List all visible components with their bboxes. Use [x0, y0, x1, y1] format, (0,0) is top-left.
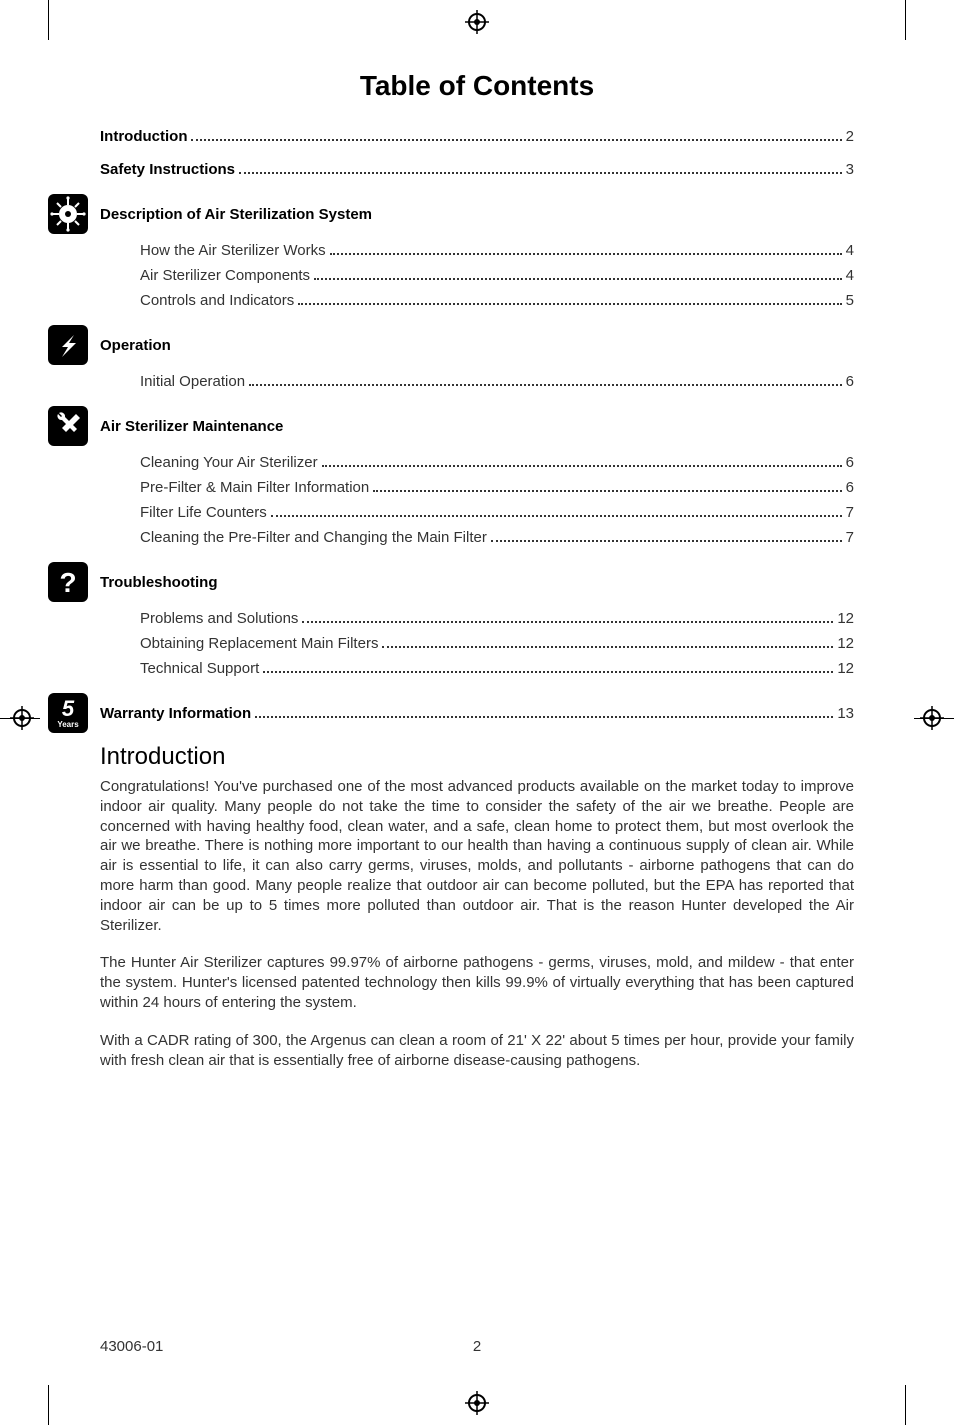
toc-leader-dots [255, 704, 833, 718]
germ-icon [46, 192, 90, 236]
page-title: Table of Contents [100, 70, 854, 102]
toc-leader-dots [271, 504, 842, 518]
toc-leader-dots [249, 373, 842, 387]
table-of-contents: Introduction 2 Safety Instructions 3 Des… [100, 126, 854, 735]
toc-leader-dots [382, 635, 833, 649]
toc-heading-maintenance: Air Sterilizer Maintenance [100, 416, 283, 437]
toc-entry: Cleaning the Pre-Filter and Changing the… [140, 527, 487, 548]
crop-mark [48, 1385, 49, 1425]
toc-heading-operation: Operation [100, 335, 171, 356]
toc-entry-warranty: Warranty Information [100, 703, 251, 724]
toc-page-number: 13 [837, 703, 854, 724]
toc-leader-dots [373, 479, 841, 493]
toc-heading-troubleshooting: Troubleshooting [100, 572, 218, 593]
toc-entry: Filter Life Counters [140, 502, 267, 523]
toc-leader-dots [330, 242, 842, 256]
toc-entry: Air Sterilizer Components [140, 265, 310, 286]
page-number: 2 [351, 1338, 602, 1355]
page-footer: 43006-01 2 [100, 1338, 854, 1355]
toc-entry: Problems and Solutions [140, 608, 298, 629]
crop-mark [905, 0, 906, 40]
svg-text:?: ? [59, 567, 76, 598]
introduction-paragraph-2: The Hunter Air Sterilizer captures 99.97… [100, 953, 854, 1012]
toc-leader-dots [298, 292, 841, 306]
toc-leader-dots [302, 610, 833, 624]
toc-entry: Obtaining Replacement Main Filters [140, 633, 378, 654]
toc-entry: Cleaning Your Air Sterilizer [140, 452, 318, 473]
toc-page-number: 4 [846, 240, 854, 261]
introduction-heading: Introduction [100, 743, 854, 771]
toc-page-number: 12 [837, 608, 854, 629]
toc-entry: How the Air Sterilizer Works [140, 240, 326, 261]
registration-mark-icon [10, 706, 34, 730]
svg-text:Years: Years [57, 720, 79, 729]
toc-page-number: 5 [846, 290, 854, 311]
toc-page-number: 2 [846, 126, 854, 147]
toc-entry: Pre-Filter & Main Filter Information [140, 477, 369, 498]
warranty-5years-icon: 5Years [46, 691, 90, 735]
toc-entry-introduction: Introduction [100, 126, 187, 147]
toc-page-number: 12 [837, 633, 854, 654]
toc-heading-description: Description of Air Sterilization System [100, 204, 372, 225]
registration-mark-icon [920, 706, 944, 730]
tools-icon [46, 404, 90, 448]
question-icon: ? [46, 560, 90, 604]
toc-leader-dots [491, 529, 842, 543]
toc-leader-dots [322, 454, 842, 468]
toc-entry: Controls and Indicators [140, 290, 294, 311]
toc-leader-dots [191, 128, 841, 142]
toc-page-number: 7 [846, 527, 854, 548]
registration-mark-icon [465, 1391, 489, 1415]
toc-page-number: 12 [837, 658, 854, 679]
power-icon [46, 323, 90, 367]
document-number: 43006-01 [100, 1338, 351, 1355]
toc-entry: Initial Operation [140, 371, 245, 392]
toc-page-number: 6 [846, 477, 854, 498]
toc-entry-safety: Safety Instructions [100, 159, 235, 180]
crop-mark [905, 1385, 906, 1425]
toc-leader-dots [239, 161, 842, 175]
introduction-paragraph-1: Congratulations! You've purchased one of… [100, 777, 854, 935]
toc-page-number: 6 [846, 452, 854, 473]
registration-mark-icon [465, 10, 489, 34]
toc-page-number: 4 [846, 265, 854, 286]
toc-leader-dots [263, 660, 833, 674]
toc-page-number: 7 [846, 502, 854, 523]
toc-entry: Technical Support [140, 658, 259, 679]
toc-page-number: 3 [846, 159, 854, 180]
toc-leader-dots [314, 267, 842, 281]
introduction-paragraph-3: With a CADR rating of 300, the Argenus c… [100, 1031, 854, 1071]
crop-mark [48, 0, 49, 40]
svg-text:5: 5 [62, 696, 75, 721]
toc-page-number: 6 [846, 371, 854, 392]
